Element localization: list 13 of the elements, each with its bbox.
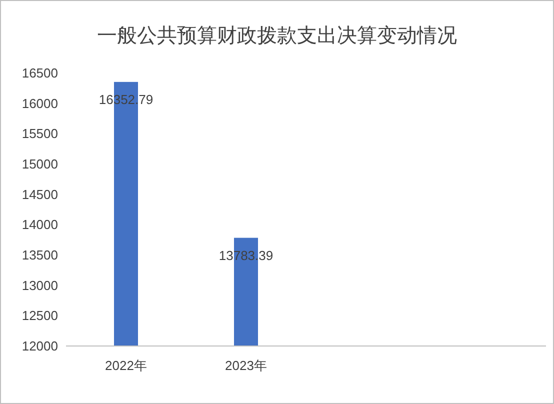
chart-title: 一般公共预算财政拨款支出决算变动情况 bbox=[97, 25, 457, 47]
y-tick-label: 13500 bbox=[22, 248, 58, 263]
x-tick-label: 2022年 bbox=[105, 358, 147, 373]
y-tick-label: 15000 bbox=[22, 156, 58, 172]
y-tick-label: 15500 bbox=[22, 126, 58, 142]
y-tick-label: 14000 bbox=[22, 217, 58, 232]
y-tick-label: 12500 bbox=[22, 308, 58, 324]
y-tick-label: 16500 bbox=[22, 66, 58, 81]
y-tick-label: 12000 bbox=[22, 338, 58, 354]
y-tick-label: 16000 bbox=[22, 96, 58, 111]
x-tick-label: 2023年 bbox=[225, 358, 267, 373]
y-tick-label: 13000 bbox=[22, 278, 58, 293]
y-tick-label: 14500 bbox=[22, 186, 58, 202]
